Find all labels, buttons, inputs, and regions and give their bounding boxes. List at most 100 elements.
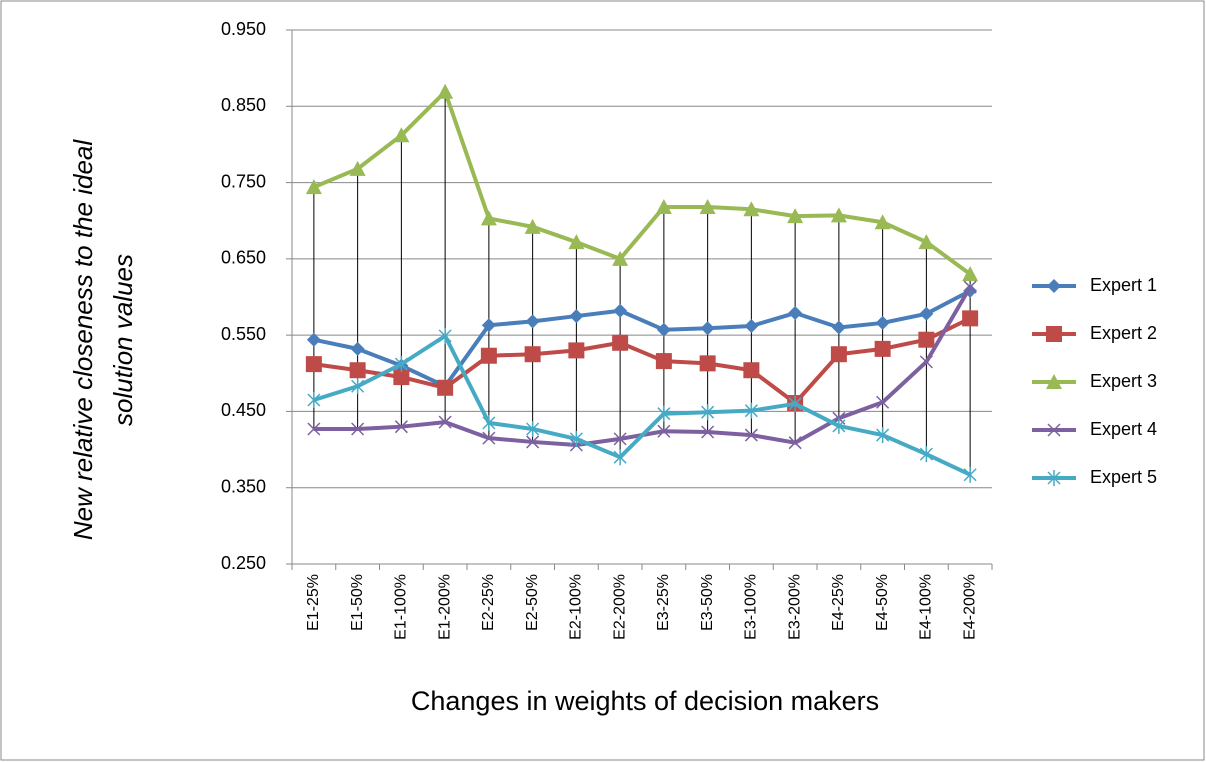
marker (655, 198, 672, 214)
marker (656, 322, 671, 337)
x-tick-label: E2-50% (524, 574, 541, 631)
marker (307, 422, 321, 436)
marker (482, 414, 496, 431)
marker (743, 362, 760, 379)
marker (700, 321, 715, 336)
y-tick-label: 0.350 (221, 476, 266, 496)
series-line (313, 333, 971, 477)
marker (480, 347, 497, 364)
marker (830, 346, 847, 363)
marker (962, 310, 979, 327)
marker (437, 83, 454, 99)
x-tick-label: E1-100% (393, 574, 410, 640)
x-tick-label: E4-200% (961, 574, 978, 640)
marker (613, 303, 628, 318)
marker (657, 424, 671, 438)
x-tick-label: E1-25% (305, 574, 322, 631)
marker (1047, 470, 1061, 486)
x-tick-label: E2-200% (611, 574, 628, 640)
marker (438, 327, 452, 344)
x-tick-label: E4-50% (874, 574, 891, 631)
x-tick-label: E3-100% (743, 574, 760, 640)
y-axis-title: solution values (108, 254, 138, 426)
series-line (313, 316, 972, 406)
marker (1046, 326, 1062, 342)
marker (612, 250, 629, 266)
x-tick-label: E3-200% (786, 574, 803, 640)
marker (524, 218, 541, 234)
y-tick-label: 0.450 (221, 400, 266, 420)
marker (349, 362, 366, 379)
marker (349, 160, 366, 176)
marker (963, 466, 977, 483)
marker (919, 446, 933, 463)
marker (655, 353, 672, 370)
marker (699, 355, 716, 372)
x-tick-label: E3-25% (655, 574, 672, 631)
marker (394, 356, 408, 373)
marker (1047, 423, 1061, 437)
marker (744, 318, 759, 333)
marker (305, 179, 322, 195)
series-line (313, 289, 972, 389)
y-tick-label: 0.950 (221, 19, 266, 39)
marker (526, 435, 540, 449)
marker (744, 428, 758, 442)
marker (919, 306, 934, 321)
marker (963, 280, 977, 294)
marker (613, 449, 627, 466)
series-line (313, 89, 972, 276)
x-tick-label: E1-200% (436, 574, 453, 640)
marker (437, 379, 454, 396)
marker (874, 214, 891, 230)
marker (875, 315, 890, 330)
marker (481, 318, 496, 333)
marker (569, 430, 583, 447)
marker (701, 425, 715, 439)
y-tick-label: 0.750 (221, 171, 266, 191)
marker (832, 417, 846, 434)
marker (480, 210, 497, 226)
y-axis-title: New relative closeness to the ideal (68, 139, 98, 541)
x-tick-label: E4-25% (830, 574, 847, 631)
marker (744, 402, 758, 419)
marker (393, 369, 410, 386)
legend-label: Expert 2 (1090, 323, 1157, 343)
x-tick-label: E4-100% (918, 574, 935, 640)
marker (788, 395, 802, 412)
y-tick-label: 0.550 (221, 324, 266, 344)
x-tick-label: E1-50% (349, 574, 366, 631)
legend-label: Expert 5 (1090, 467, 1157, 487)
marker (874, 340, 891, 357)
marker (919, 355, 933, 369)
marker (876, 395, 890, 409)
marker (657, 405, 671, 422)
marker (394, 420, 408, 434)
marker (526, 420, 540, 437)
y-tick-label: 0.850 (221, 95, 266, 115)
x-tick-label: E3-50% (699, 574, 716, 631)
marker (788, 306, 803, 321)
marker (569, 309, 584, 324)
marker (612, 334, 629, 351)
marker (918, 331, 935, 348)
marker (787, 208, 804, 224)
marker (613, 432, 627, 446)
marker (568, 342, 585, 359)
legend-label: Expert 3 (1090, 371, 1157, 391)
marker (306, 332, 321, 347)
marker (438, 415, 452, 429)
legend-label: Expert 1 (1090, 275, 1157, 295)
marker (525, 314, 540, 329)
marker (393, 127, 410, 143)
marker (351, 378, 365, 395)
legend-label: Expert 4 (1090, 419, 1157, 439)
x-axis-title: Changes in weights of decision makers (411, 686, 879, 716)
marker (918, 234, 935, 250)
marker (701, 404, 715, 421)
marker (699, 198, 716, 214)
marker (351, 422, 365, 436)
x-tick-label: E2-25% (480, 574, 497, 631)
marker (743, 201, 760, 217)
